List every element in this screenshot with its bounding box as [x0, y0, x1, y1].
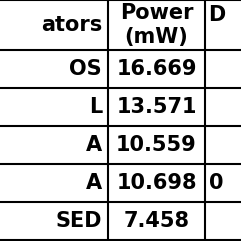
Text: 0: 0	[209, 173, 223, 193]
Text: A: A	[86, 135, 102, 155]
Text: A: A	[86, 173, 102, 193]
Text: L: L	[89, 97, 102, 117]
Text: ators: ators	[41, 15, 102, 35]
Text: Power
(mW): Power (mW)	[120, 3, 193, 47]
Text: D: D	[208, 5, 225, 25]
Text: 13.571: 13.571	[116, 97, 197, 117]
Text: 16.669: 16.669	[116, 59, 197, 79]
Text: 10.698: 10.698	[116, 173, 197, 193]
Text: SED: SED	[55, 211, 102, 231]
Text: OS: OS	[69, 59, 102, 79]
Text: 7.458: 7.458	[123, 211, 189, 231]
Text: 10.559: 10.559	[116, 135, 197, 155]
